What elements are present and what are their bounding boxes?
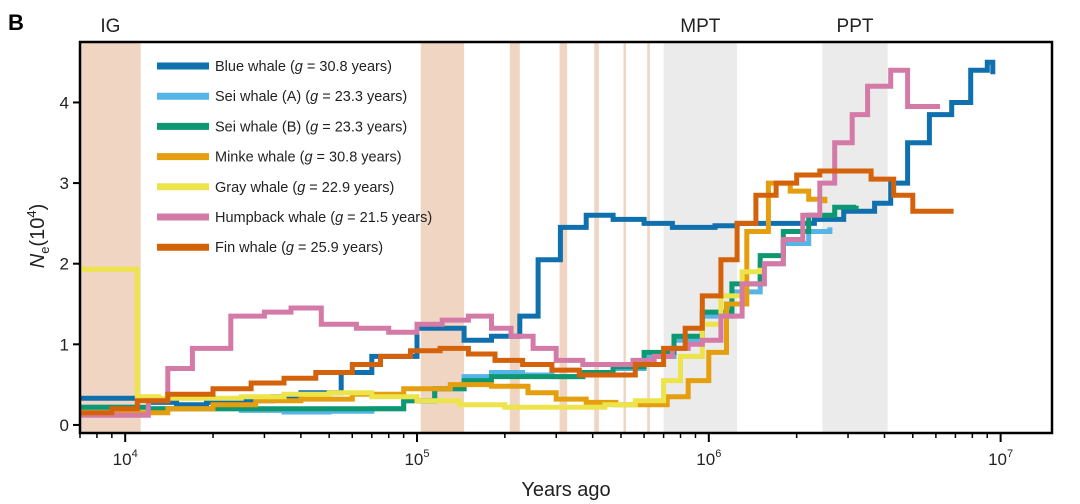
interglacial-region-3 [559, 42, 568, 433]
plot-frame [78, 40, 1054, 435]
x-tick-label-10-6: 106 [696, 448, 721, 469]
panel-label: B [8, 10, 24, 35]
svg-text:Ne(104): Ne(104) [24, 204, 52, 269]
x-axis-label: Years ago [521, 479, 610, 501]
interglacial-region-4 [594, 42, 599, 433]
legend: Blue whale (g = 30.8 years) Sei whale (A)… [157, 59, 432, 256]
x-tick-label-10-7: 107 [988, 448, 1013, 469]
period-label-mpt: MPT [680, 16, 721, 37]
y-axis-label-exp: 4 [24, 210, 39, 217]
legend-label-fin-whale: Fin whale (g = 25.9 years) [215, 240, 383, 256]
legend-label-blue-whale: Blue whale (g = 30.8 years) [215, 59, 392, 75]
series-lines [80, 59, 996, 418]
interglacial-region-0 [80, 42, 141, 433]
y-axis-label-sub: e [37, 247, 52, 254]
y-tick-label-3: 3 [60, 174, 69, 193]
shaded-regions [80, 42, 888, 433]
y-tick-label-0: 0 [60, 416, 69, 435]
series-line-fin-whale [80, 168, 954, 416]
interglacial-region-6 [647, 42, 650, 433]
y-axis-label-close: ) [27, 204, 49, 211]
y-axis-label-paren: (10 [27, 218, 49, 247]
y-tick-label-2: 2 [60, 255, 69, 274]
legend-label-minke-whale: Minke whale (g = 30.8 years) [215, 150, 402, 166]
interglacial-region-2 [509, 42, 520, 433]
x-tick-label-10-4: 104 [113, 448, 138, 469]
y-tick-label-1: 1 [60, 335, 69, 354]
transition-region-8 [822, 42, 888, 433]
series-line-minke-whale [80, 180, 828, 416]
transition-region-7 [663, 42, 738, 433]
x-axis-ticks: 104 105 106 107 [79, 433, 1013, 469]
series-line-humpback-whale [80, 67, 940, 418]
legend-label-gray-whale: Gray whale (g = 22.9 years) [215, 180, 394, 196]
period-label-ppt: PPT [837, 16, 874, 37]
period-labels: IG MPT PPT [100, 16, 874, 37]
y-axis-ticks: 0 1 2 3 4 [60, 93, 80, 435]
y-axis-label-main: N [27, 253, 49, 268]
legend-label-sei-whale-a: Sei whale (A) (g = 23.3 years) [215, 89, 407, 105]
period-label-ig: IG [100, 16, 120, 37]
x-tick-label-10-5: 105 [404, 448, 429, 469]
legend-label-humpback-whale: Humpback whale (g = 21.5 years) [215, 210, 432, 226]
y-tick-label-4: 4 [60, 93, 69, 112]
y-axis-label: Ne(104) [24, 204, 52, 269]
interglacial-region-1 [420, 42, 465, 433]
legend-label-sei-whale-b: Sei whale (B) (g = 23.3 years) [215, 119, 407, 135]
interglacial-region-5 [623, 42, 626, 433]
